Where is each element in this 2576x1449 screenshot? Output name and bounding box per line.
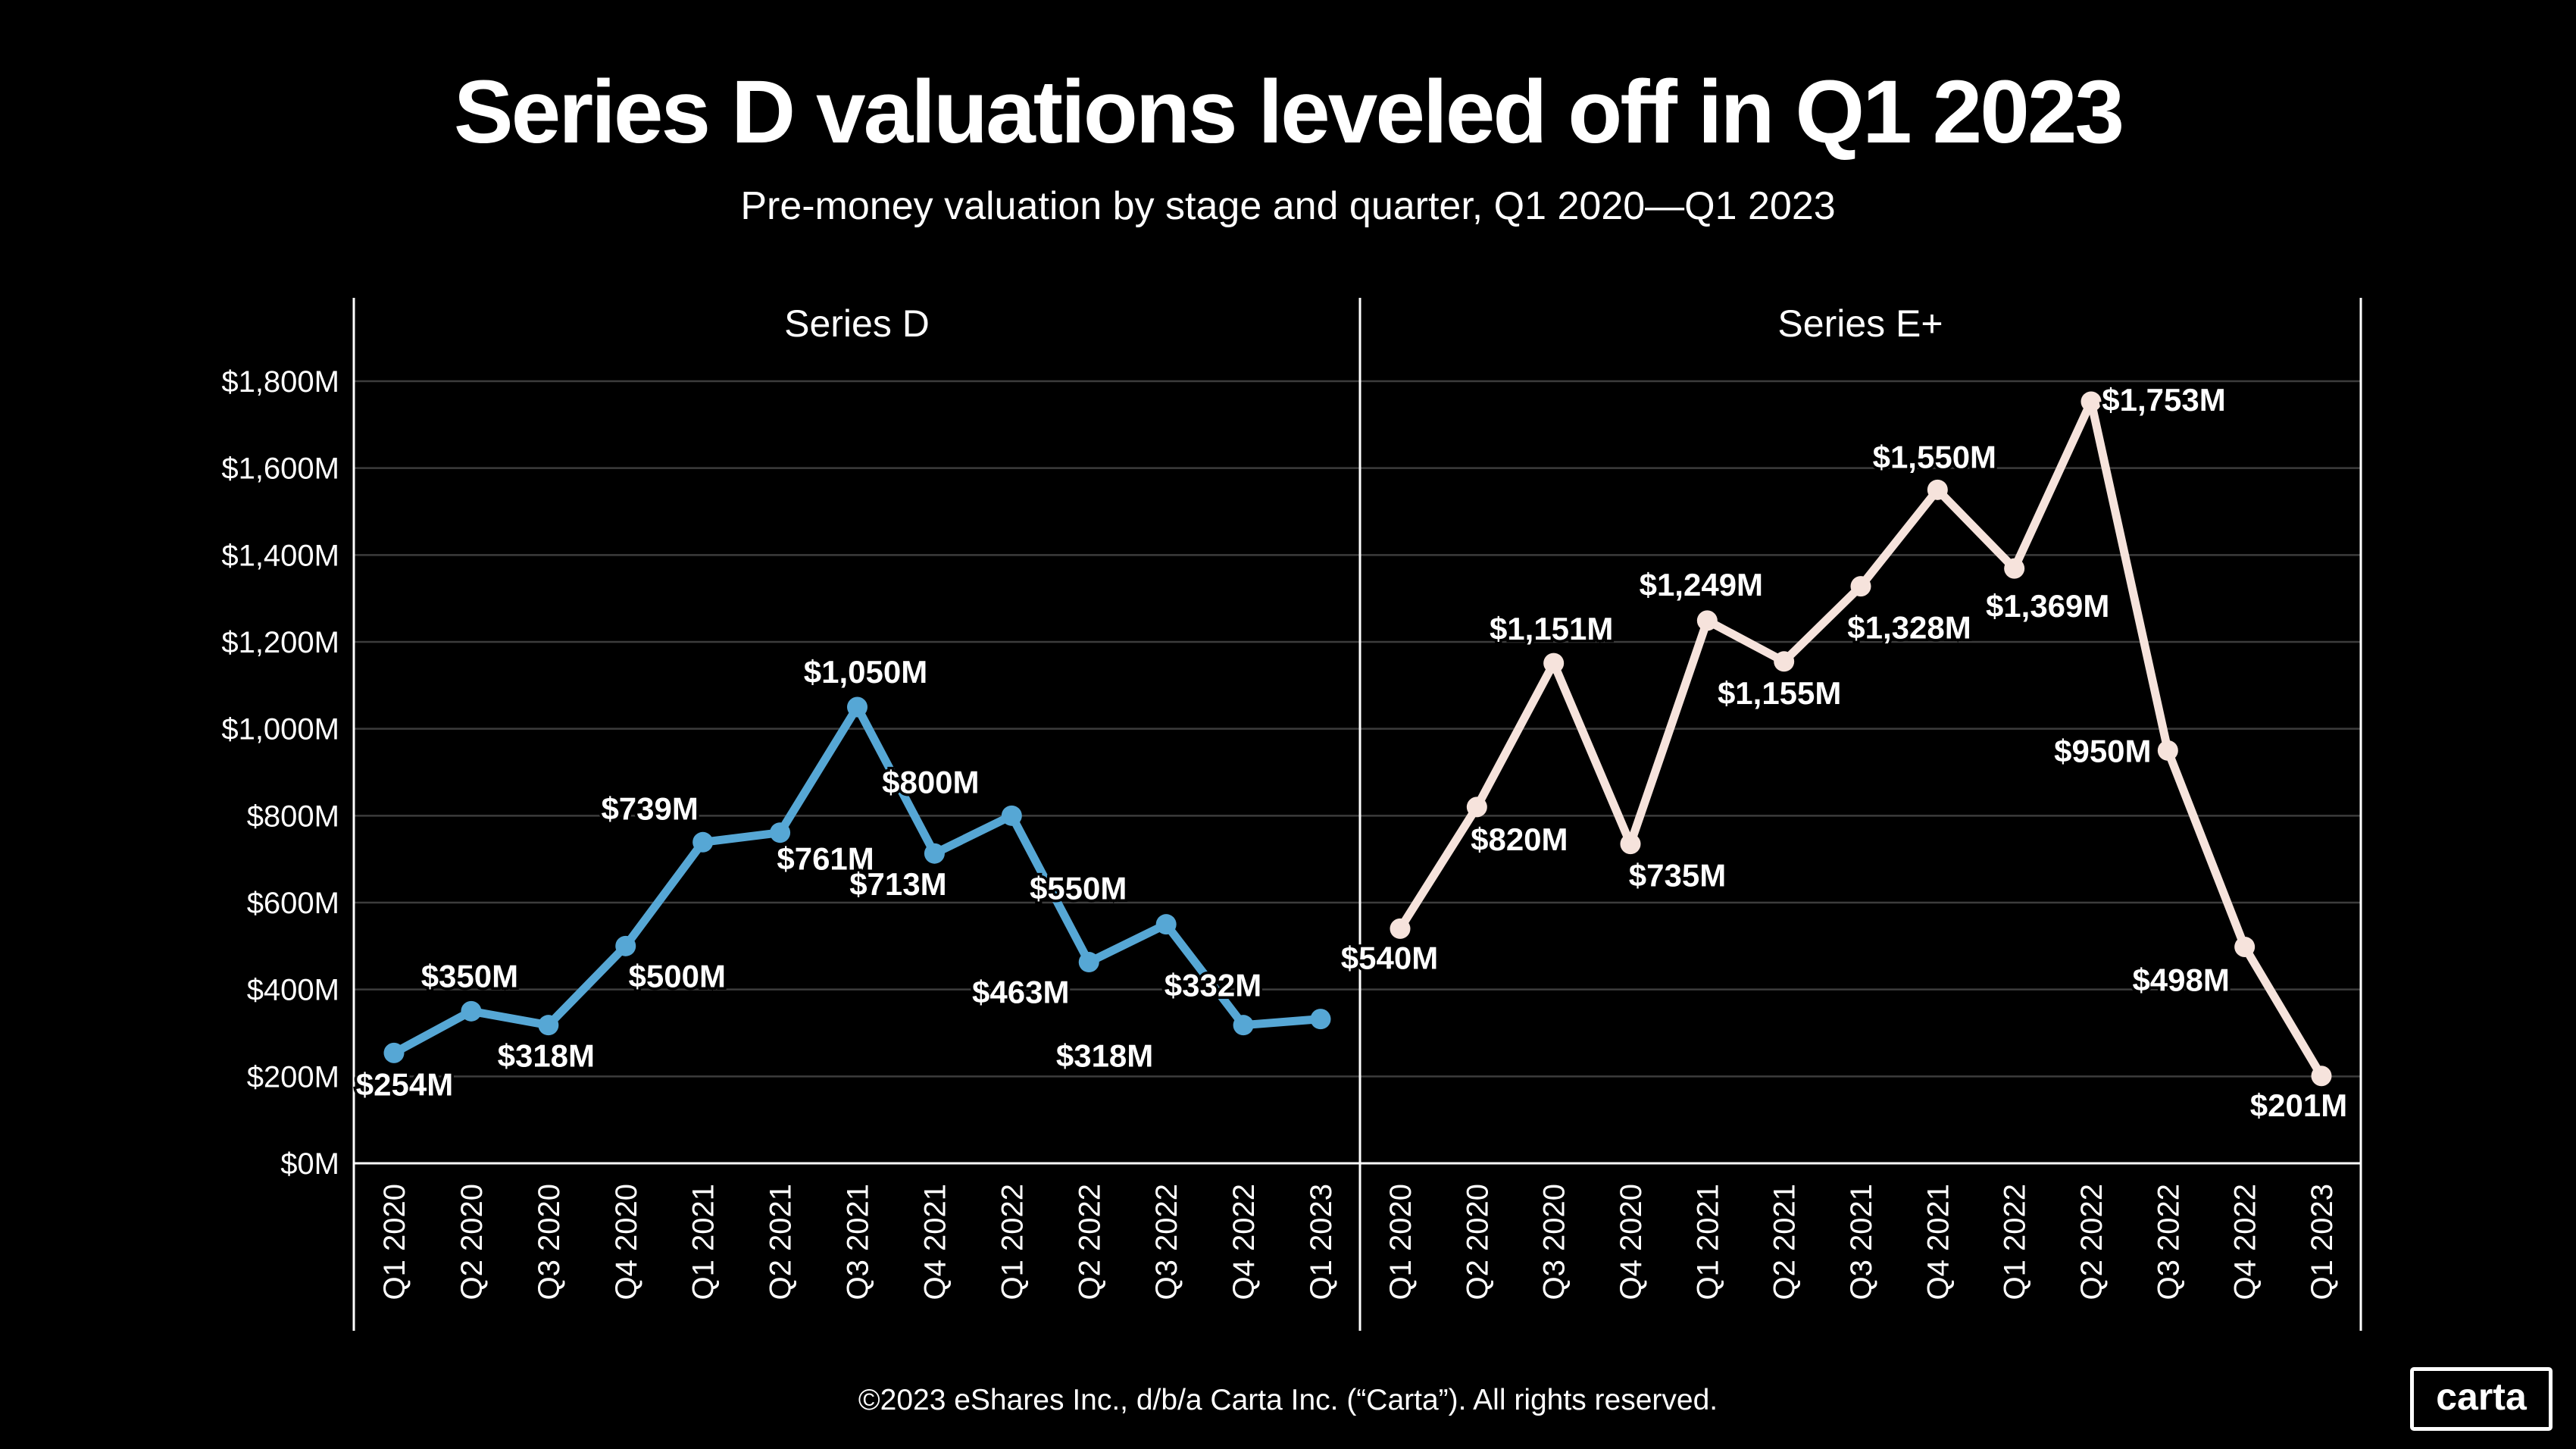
panel-title: Series D [784, 302, 930, 345]
x-tick-label: Q1 2021 [687, 1184, 721, 1300]
data-point-marker [1390, 918, 1411, 939]
data-point-label: $1,249M [1640, 567, 1763, 602]
data-point-label: $820M [1471, 822, 1568, 857]
data-point-label: $498M [2132, 962, 2229, 997]
x-tick-label: Q2 2022 [1073, 1184, 1106, 1300]
data-point-marker [2080, 391, 2102, 412]
y-tick-label: $1,000M [221, 713, 339, 746]
x-tick-label: Q2 2021 [764, 1184, 798, 1300]
copyright-text: ©2023 eShares Inc., d/b/a Carta Inc. (“C… [858, 1384, 1718, 1416]
y-tick-label: $1,800M [221, 365, 339, 399]
x-tick-label: Q1 2022 [1999, 1184, 2032, 1300]
data-point-marker [1078, 952, 1099, 973]
data-point-marker [2311, 1066, 2332, 1087]
data-point-marker [1155, 914, 1177, 935]
data-point-label: $735M [1629, 858, 1726, 893]
data-point-marker [2004, 558, 2025, 579]
data-point-marker [1001, 805, 1022, 826]
data-point-marker [770, 822, 791, 843]
y-tick-label: $0M [280, 1147, 339, 1181]
data-point-label: $350M [421, 958, 518, 994]
data-point-label: $1,753M [2102, 382, 2225, 418]
data-point-label: $318M [1056, 1038, 1153, 1074]
y-tick-label: $800M [247, 800, 339, 833]
x-tick-label: Q2 2021 [1768, 1184, 1802, 1300]
data-point-marker [383, 1042, 405, 1063]
x-tick-label: Q4 2022 [2229, 1184, 2262, 1300]
data-point-label: $550M [1030, 871, 1127, 906]
data-point-marker [2157, 740, 2178, 761]
x-tick-label: Q4 2020 [1615, 1184, 1648, 1300]
x-tick-label: Q3 2022 [2152, 1184, 2185, 1300]
panel-title: Series E+ [1777, 302, 1943, 345]
y-tick-label: $400M [247, 974, 339, 1007]
x-tick-label: Q1 2023 [1305, 1184, 1338, 1300]
data-point-label: $761M [777, 841, 874, 877]
y-tick-label: $1,600M [221, 452, 339, 486]
data-point-marker [538, 1015, 559, 1036]
data-point-marker [1466, 796, 1487, 818]
data-point-label: $254M [356, 1066, 453, 1102]
y-tick-label: $200M [247, 1060, 339, 1094]
data-point-label: $540M [1341, 940, 1438, 975]
data-point-label: $318M [498, 1038, 595, 1074]
x-tick-label: Q3 2021 [842, 1184, 875, 1300]
data-point-label: $1,155M [1718, 675, 1841, 711]
data-point-label: $1,151M [1490, 611, 1613, 646]
page-subtitle: Pre-money valuation by stage and quarter… [740, 184, 1836, 228]
y-tick-label: $600M [247, 887, 339, 920]
data-point-marker [692, 831, 714, 853]
x-tick-label: Q1 2020 [378, 1184, 411, 1300]
data-point-marker [1927, 479, 1948, 500]
data-point-label: $739M [601, 790, 698, 826]
x-tick-label: Q1 2023 [2306, 1184, 2339, 1300]
data-point-label: $800M [882, 764, 979, 800]
x-tick-label: Q2 2020 [455, 1184, 489, 1300]
y-tick-label: $1,400M [221, 539, 339, 572]
data-point-label: $1,550M [1873, 439, 1996, 474]
data-point-marker [1233, 1015, 1254, 1036]
data-point-label: $1,369M [1986, 588, 2109, 624]
data-point-marker [924, 843, 945, 864]
x-tick-label: Q4 2021 [918, 1184, 952, 1300]
y-tick-label: $1,200M [221, 626, 339, 659]
x-tick-label: Q4 2020 [610, 1184, 643, 1300]
data-point-label: $463M [972, 975, 1069, 1010]
x-tick-label: Q2 2020 [1461, 1184, 1494, 1300]
data-point-label: $950M [2054, 733, 2151, 768]
x-tick-label: Q2 2022 [2075, 1184, 2109, 1300]
data-point-marker [1696, 610, 1718, 631]
carta-logo: carta [2410, 1367, 2553, 1431]
x-tick-label: Q3 2021 [1845, 1184, 1878, 1300]
data-point-label: $1,050M [804, 654, 927, 690]
data-point-marker [1620, 834, 1641, 855]
x-tick-label: Q4 2021 [1921, 1184, 1955, 1300]
data-point-marker [1310, 1009, 1331, 1030]
page-title: Series D valuations leveled off in Q1 20… [453, 62, 2124, 162]
data-point-label: $500M [629, 958, 726, 994]
data-point-marker [847, 696, 868, 718]
x-tick-label: Q1 2021 [1691, 1184, 1724, 1300]
x-tick-label: Q4 2022 [1227, 1184, 1261, 1300]
data-point-label: $1,328M [1847, 610, 1971, 646]
data-point-marker [615, 935, 636, 956]
data-point-marker [1543, 653, 1565, 674]
x-tick-label: Q3 2022 [1150, 1184, 1183, 1300]
data-point-marker [1774, 651, 1795, 672]
x-tick-label: Q1 2022 [996, 1184, 1029, 1300]
data-point-label: $201M [2250, 1088, 2347, 1123]
data-point-marker [1850, 576, 1871, 597]
data-point-label: $332M [1165, 968, 1261, 1003]
data-point-marker [461, 1000, 482, 1022]
carta-logo-text: carta [2436, 1375, 2527, 1418]
data-point-label: $713M [849, 866, 946, 902]
x-tick-label: Q1 2020 [1384, 1184, 1418, 1300]
x-tick-label: Q3 2020 [1538, 1184, 1571, 1300]
data-point-marker [2234, 936, 2256, 957]
x-tick-label: Q3 2020 [533, 1184, 566, 1300]
